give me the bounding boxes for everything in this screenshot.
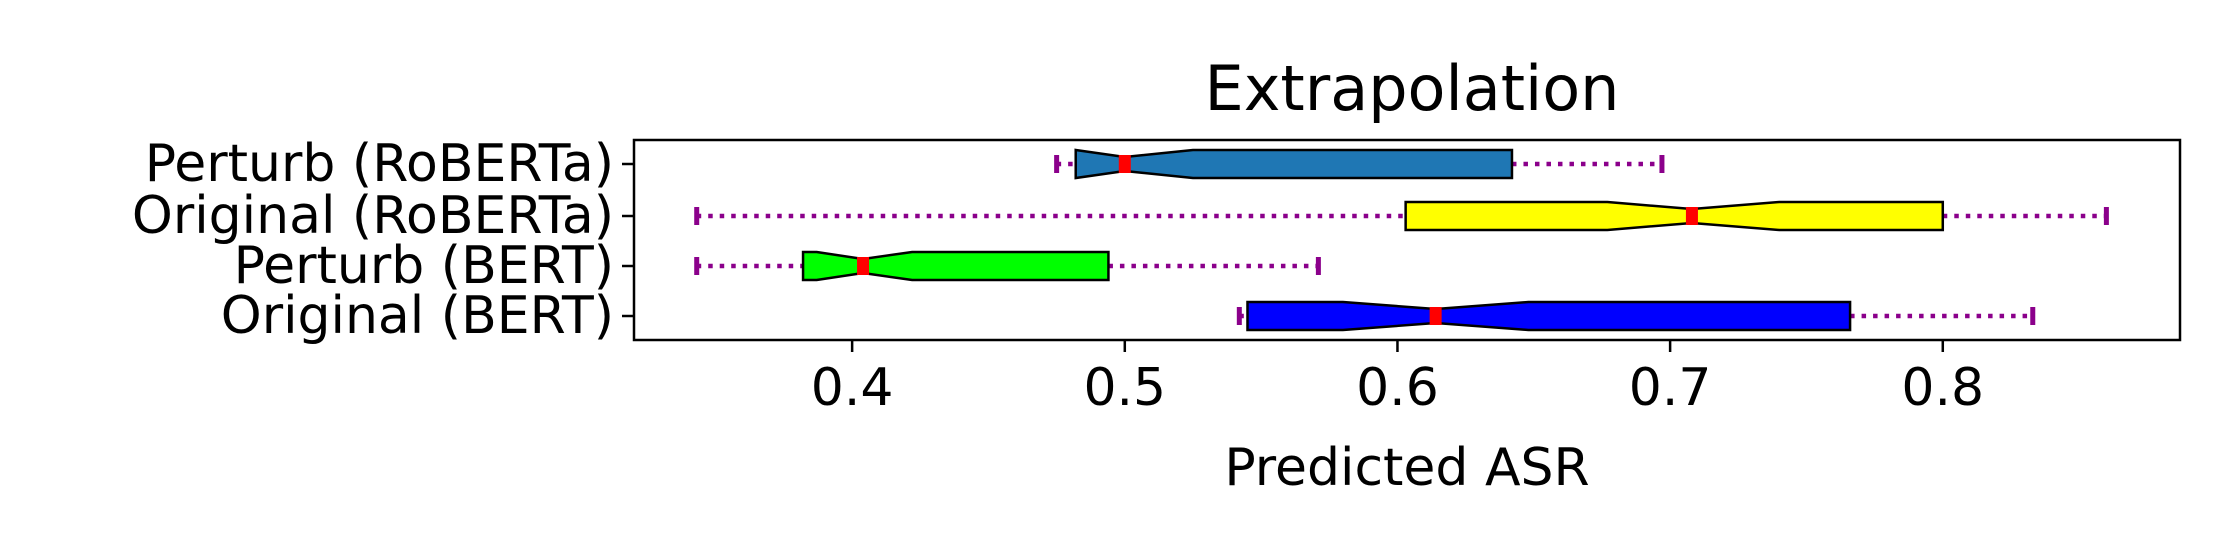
x-tick-label-0-5: 0.5 <box>1083 358 1166 418</box>
box-original-roberta <box>694 200 2109 232</box>
median-marker-perturb-bert <box>857 257 870 275</box>
median-marker-original-bert <box>1429 307 1442 325</box>
x-tick-label-0-7: 0.7 <box>1629 358 1712 418</box>
box-body-perturb-bert <box>801 250 1110 282</box>
box-original-bert <box>1236 300 2036 332</box>
y-tick-label-original-roberta: Original (RoBERTa) <box>132 186 614 246</box>
box-perturb-roberta <box>1054 148 1665 180</box>
box-body-perturb-roberta <box>1074 148 1514 180</box>
box-perturb-bert <box>694 250 1321 282</box>
y-tick-label-perturb-bert: Perturb (BERT) <box>234 236 614 296</box>
x-tick-label-0-4: 0.4 <box>811 358 894 418</box>
x-tick-label-0-8: 0.8 <box>1901 358 1984 418</box>
y-tick-label-perturb-roberta: Perturb (RoBERTa) <box>145 134 614 194</box>
x-axis: 0.4 0.5 0.6 0.7 0.8 <box>811 340 1984 418</box>
box-body-original-bert <box>1246 300 1852 332</box>
x-axis-label: Predicted ASR <box>1224 438 1589 498</box>
y-tick-label-original-bert: Original (BERT) <box>221 286 614 346</box>
box-body-original-roberta <box>1404 200 1945 232</box>
x-tick-label-0-6: 0.6 <box>1356 358 1439 418</box>
y-axis: Perturb (RoBERTa)Original (RoBERTa)Pertu… <box>132 134 634 346</box>
chart-title: Extrapolation <box>1205 52 1620 125</box>
median-marker-perturb-roberta <box>1118 155 1131 173</box>
median-marker-original-roberta <box>1685 207 1698 225</box>
plot-frame <box>632 138 2182 342</box>
boxes-layer <box>694 148 2109 332</box>
